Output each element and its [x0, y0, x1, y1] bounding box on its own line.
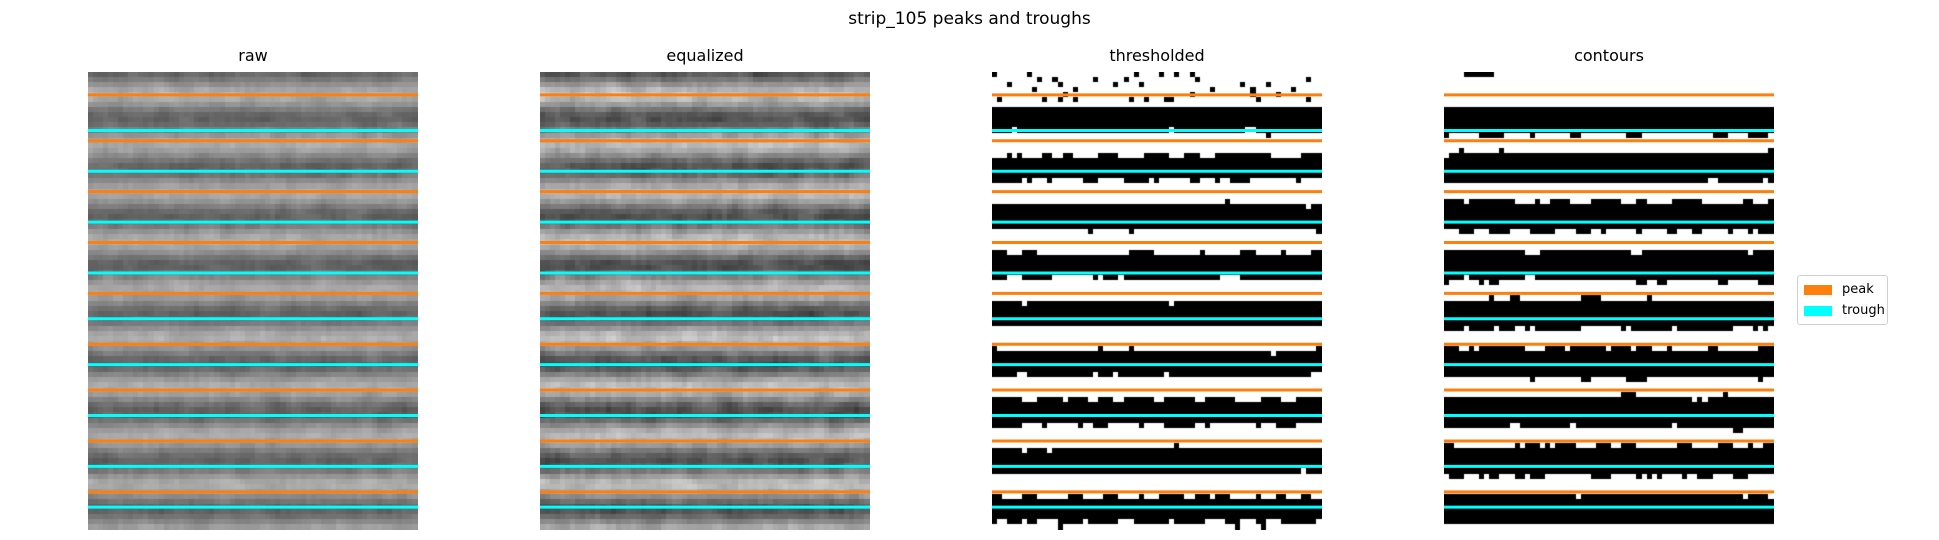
contours-line-overlay [1444, 93, 1774, 509]
panel-thresholded [992, 72, 1322, 530]
panel-contours [1444, 72, 1774, 530]
equalized-image [540, 72, 870, 530]
panel-title-contours: contours [1574, 46, 1644, 65]
panel-raw [88, 72, 418, 530]
raw-line-overlay [88, 93, 418, 509]
thresholded-image [992, 72, 1322, 530]
legend-label-peak: peak [1842, 282, 1874, 297]
thresholded-line-overlay [992, 93, 1322, 509]
equalized-line-overlay [540, 93, 870, 509]
panel-title-raw: raw [238, 46, 268, 65]
contours-image [1444, 72, 1774, 530]
figure-title: strip_105 peaks and troughs [848, 9, 1091, 29]
raw-image [88, 72, 418, 530]
panel-title-equalized: equalized [666, 46, 744, 65]
panel-title-thresholded: thresholded [1109, 46, 1205, 65]
legend: peak trough [1797, 275, 1888, 325]
legend-swatch-trough [1804, 306, 1832, 316]
panel-equalized [540, 72, 870, 530]
legend-label-trough: trough [1842, 303, 1885, 318]
legend-swatch-peak [1804, 285, 1832, 295]
